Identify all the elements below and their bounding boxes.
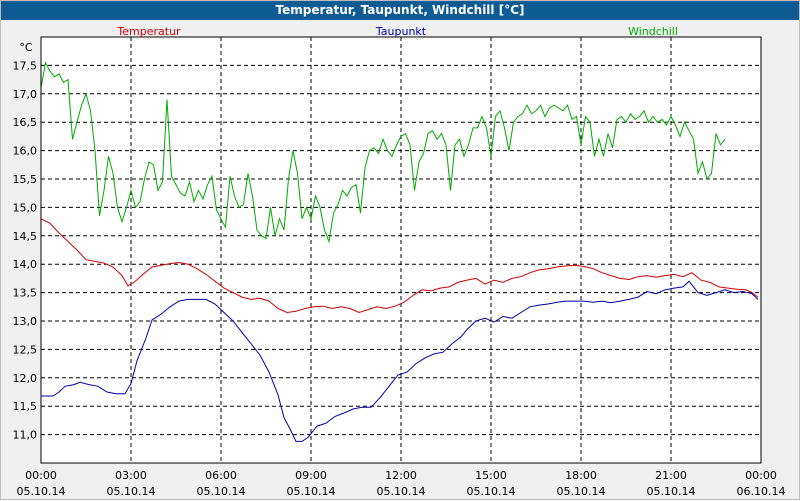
x-tick-date-label: 05.10.14 bbox=[647, 485, 696, 498]
x-tick-date-label: 05.10.14 bbox=[287, 485, 336, 498]
y-tick-label: 17,0 bbox=[13, 88, 38, 101]
plot-frame bbox=[40, 36, 762, 464]
legend-entry-windchill: Windchill bbox=[628, 25, 678, 38]
x-tick-time-label: 12:00 bbox=[385, 469, 417, 482]
x-tick-date-label: 05.10.14 bbox=[17, 485, 66, 498]
series-layer bbox=[40, 61, 759, 442]
legend-entry-taupunkt: Taupunkt bbox=[375, 25, 427, 38]
y-tick-label: 17,5 bbox=[13, 59, 38, 72]
y-tick-label: 16,5 bbox=[13, 116, 38, 129]
x-tick-time-label: 00:00 bbox=[745, 469, 777, 482]
y-tick-label: 11,5 bbox=[13, 400, 38, 413]
y-unit-label: °C bbox=[19, 41, 33, 54]
y-tick-label: 14,5 bbox=[13, 230, 38, 243]
y-tick-label: 15,0 bbox=[13, 201, 38, 214]
y-tick-label: 13,5 bbox=[13, 287, 38, 300]
chart-title-bar: Temperatur, Taupunkt, Windchill [°C] bbox=[1, 1, 799, 20]
legend: Temperatur Taupunkt Windchill bbox=[116, 25, 678, 38]
x-tick-time-label: 09:00 bbox=[295, 469, 327, 482]
series-line-taupunkt bbox=[41, 280, 759, 442]
legend-entry-temperatur: Temperatur bbox=[116, 25, 181, 38]
series-line-temperatur bbox=[40, 218, 759, 314]
x-tick-time-label: 15:00 bbox=[475, 469, 507, 482]
x-tick-date-label: 06.10.14 bbox=[737, 485, 786, 498]
x-tick-date-label: 05.10.14 bbox=[107, 485, 156, 498]
x-tick-date-label: 05.10.14 bbox=[377, 485, 426, 498]
y-tick-labels: 17,5 17,0 16,5 16,0 15,5 15,0 14,5 14,0 13,5 13,0… bbox=[13, 59, 38, 441]
y-tick-label: 12,0 bbox=[13, 372, 38, 385]
y-tick-label: 13,0 bbox=[13, 315, 38, 328]
x-tick-labels: 00:00 05.10.14 03:00 05.10.14 06:00 05.10.14 0… bbox=[17, 469, 786, 498]
x-tick-date-label: 05.10.14 bbox=[467, 485, 516, 498]
y-tick-label: 15,5 bbox=[13, 173, 38, 186]
x-tick-time-label: 06:00 bbox=[205, 469, 237, 482]
y-tick-label: 11,0 bbox=[13, 429, 38, 442]
x-tick-time-label: 21:00 bbox=[655, 469, 687, 482]
grid-lines bbox=[41, 37, 761, 463]
y-tick-label: 12,5 bbox=[13, 343, 38, 356]
y-tick-label: 14,0 bbox=[13, 258, 38, 271]
series-line-windchill bbox=[40, 61, 726, 244]
y-tick-label: 16,0 bbox=[13, 145, 38, 158]
x-tick-time-label: 00:00 bbox=[25, 469, 57, 482]
x-tick-time-label: 18:00 bbox=[565, 469, 597, 482]
x-tick-date-label: 05.10.14 bbox=[197, 485, 246, 498]
x-tick-time-label: 03:00 bbox=[115, 469, 147, 482]
x-tick-date-label: 05.10.14 bbox=[557, 485, 606, 498]
